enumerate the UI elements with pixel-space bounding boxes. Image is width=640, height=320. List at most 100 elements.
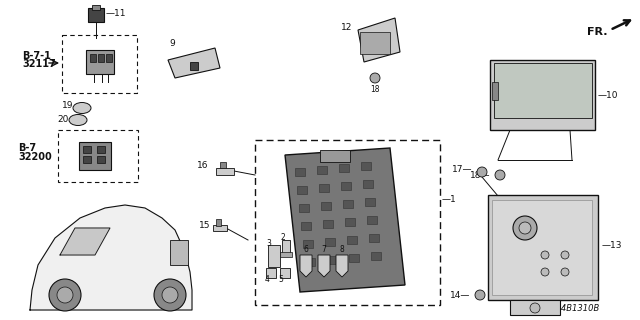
Circle shape xyxy=(475,290,485,300)
Polygon shape xyxy=(336,255,348,277)
Bar xyxy=(492,200,592,295)
Bar xyxy=(367,216,377,224)
Bar xyxy=(343,200,353,208)
Text: 7: 7 xyxy=(321,245,326,254)
Bar xyxy=(321,202,331,210)
Polygon shape xyxy=(318,255,330,277)
Bar xyxy=(83,156,91,163)
Circle shape xyxy=(530,303,540,313)
Bar xyxy=(325,238,335,246)
Text: —13: —13 xyxy=(602,241,623,250)
Circle shape xyxy=(477,167,487,177)
Text: 32200: 32200 xyxy=(18,152,52,162)
Text: 18—: 18— xyxy=(470,171,490,180)
Text: 32117: 32117 xyxy=(22,59,56,69)
Text: —11: —11 xyxy=(106,9,127,18)
Text: 15: 15 xyxy=(198,221,210,230)
Text: 18: 18 xyxy=(371,84,380,93)
Bar xyxy=(490,60,595,130)
Bar xyxy=(345,218,355,226)
Bar xyxy=(301,222,311,230)
Text: TS84B1310B: TS84B1310B xyxy=(546,304,600,313)
Text: 20: 20 xyxy=(58,116,69,124)
Text: 3: 3 xyxy=(267,238,271,247)
Text: 2: 2 xyxy=(280,234,285,243)
Bar xyxy=(320,150,350,162)
Bar xyxy=(282,240,290,254)
Text: B-7-1: B-7-1 xyxy=(22,51,51,61)
Bar xyxy=(488,195,598,300)
Bar xyxy=(323,220,333,228)
Bar xyxy=(190,62,198,70)
Text: —10: —10 xyxy=(598,91,618,100)
Bar xyxy=(280,252,292,257)
Text: 4: 4 xyxy=(264,276,269,284)
Bar xyxy=(97,156,105,163)
Circle shape xyxy=(154,279,186,311)
Polygon shape xyxy=(168,48,220,78)
Bar xyxy=(365,198,375,206)
Ellipse shape xyxy=(73,102,91,114)
Bar xyxy=(305,258,315,266)
Circle shape xyxy=(541,251,549,259)
Bar xyxy=(349,254,359,262)
Bar xyxy=(317,166,327,174)
Bar xyxy=(347,236,357,244)
Text: 9: 9 xyxy=(169,39,175,49)
Text: B-7: B-7 xyxy=(18,143,36,153)
Circle shape xyxy=(49,279,81,311)
Circle shape xyxy=(162,287,178,303)
Bar xyxy=(339,164,349,172)
Bar xyxy=(492,82,498,100)
Circle shape xyxy=(561,268,569,276)
Text: 6: 6 xyxy=(303,245,308,254)
Bar xyxy=(361,162,371,170)
Bar xyxy=(303,240,313,248)
Bar xyxy=(268,245,280,267)
Bar xyxy=(216,168,234,175)
Bar xyxy=(62,35,137,93)
Circle shape xyxy=(541,268,549,276)
Bar xyxy=(83,146,91,153)
Text: 5: 5 xyxy=(278,276,284,284)
Polygon shape xyxy=(30,205,192,310)
Bar xyxy=(170,240,188,265)
Bar xyxy=(92,5,100,10)
Ellipse shape xyxy=(69,115,87,125)
Polygon shape xyxy=(358,18,400,62)
Bar xyxy=(220,162,226,168)
Bar xyxy=(295,168,305,176)
Bar xyxy=(86,50,114,74)
Polygon shape xyxy=(285,148,405,292)
Bar xyxy=(327,256,337,264)
Circle shape xyxy=(370,73,380,83)
Bar xyxy=(319,184,329,192)
Bar xyxy=(88,8,104,22)
Bar xyxy=(299,204,309,212)
Bar xyxy=(58,130,138,182)
Text: 19: 19 xyxy=(61,100,73,109)
Polygon shape xyxy=(60,228,110,255)
Bar xyxy=(510,300,560,315)
Text: FR.: FR. xyxy=(586,27,607,37)
Circle shape xyxy=(57,287,73,303)
Circle shape xyxy=(495,170,505,180)
Text: 12: 12 xyxy=(340,23,352,33)
Bar xyxy=(360,32,390,54)
Bar xyxy=(98,54,104,62)
Circle shape xyxy=(561,251,569,259)
Circle shape xyxy=(513,216,537,240)
Bar xyxy=(371,252,381,260)
Bar xyxy=(90,54,96,62)
Polygon shape xyxy=(300,255,312,277)
Bar xyxy=(266,268,276,278)
Bar xyxy=(369,234,379,242)
Bar xyxy=(255,140,440,305)
Bar xyxy=(97,146,105,153)
Bar xyxy=(79,142,111,170)
Bar xyxy=(341,182,351,190)
Bar xyxy=(213,225,227,231)
Text: 16: 16 xyxy=(196,161,208,170)
Bar xyxy=(216,219,221,226)
Bar xyxy=(106,54,112,62)
